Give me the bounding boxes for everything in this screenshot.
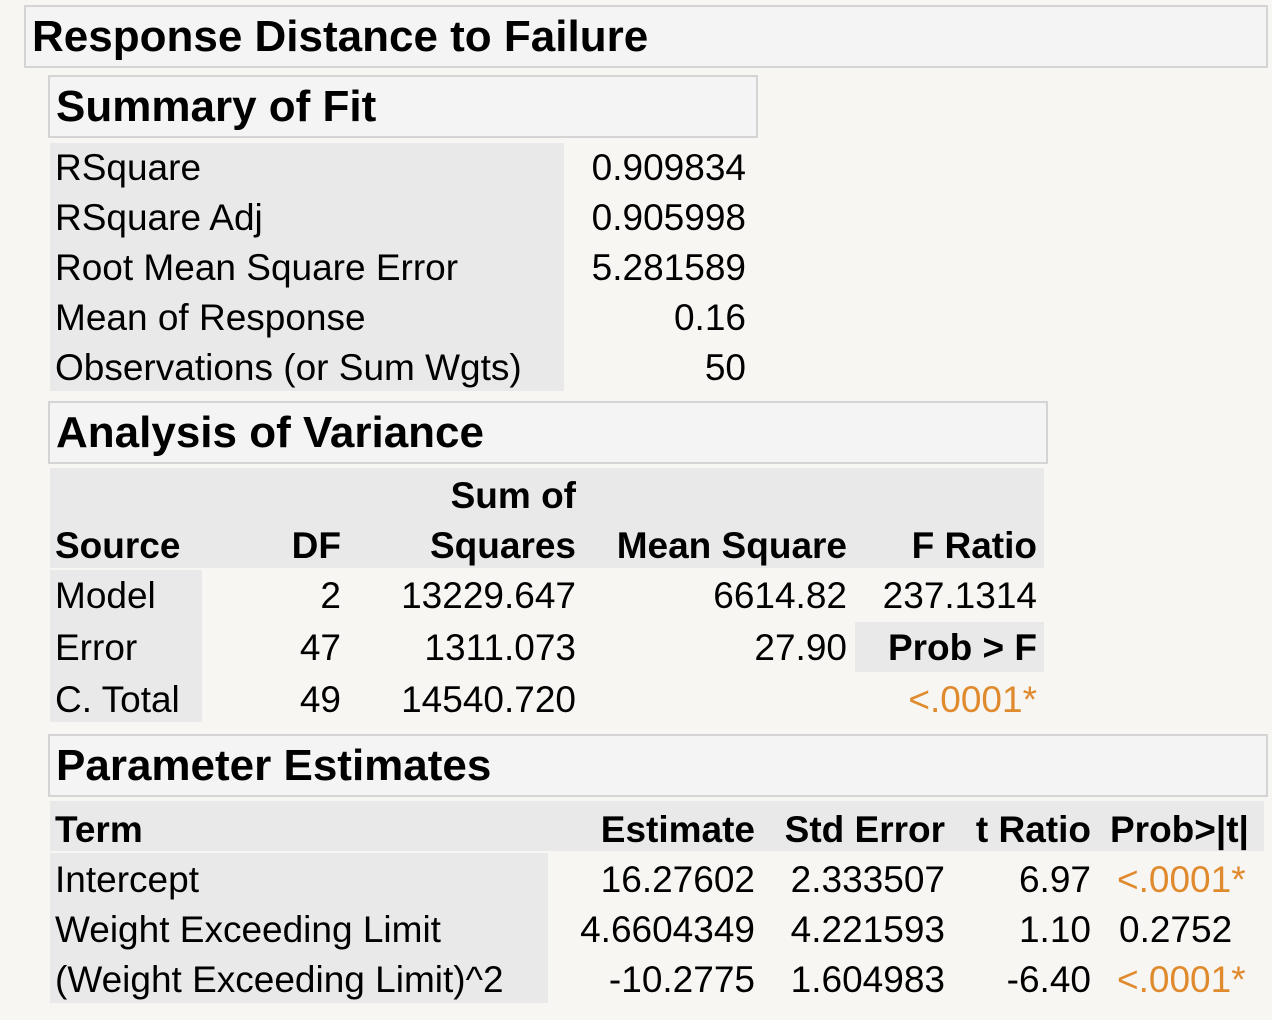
param-row-weight-sq-t-ratio: -6.40 [1006, 959, 1091, 1000]
anova-row-model-ms: 6614.82 [713, 575, 847, 616]
report-title-bar[interactable]: Response Distance to Failure [24, 5, 1268, 68]
summary-of-fit-header[interactable]: Summary of Fit [48, 75, 758, 138]
summary-label-rsquare: RSquare [55, 147, 202, 188]
anova-row-error-ss: 1311.073 [424, 627, 576, 668]
anova-header-band [50, 468, 1044, 568]
param-row-weight-estimate: 4.6604349 [580, 909, 755, 950]
anova-col-ss-top: Sum of [450, 475, 576, 516]
anova-f-ratio-value: 237.1314 [882, 575, 1037, 616]
report-title: Response Distance to Failure [32, 12, 649, 61]
anova-source-column [50, 570, 202, 722]
param-row-intercept-std-error: 2.333507 [790, 859, 945, 900]
summary-label-mean-response: Mean of Response [55, 297, 366, 338]
parameter-estimates-header[interactable]: Parameter Estimates [48, 734, 1268, 797]
param-col-estimate: Estimate [600, 809, 755, 850]
summary-label-rsquare-adj: RSquare Adj [55, 197, 263, 238]
anova-prob-f-label: Prob > F [887, 627, 1037, 668]
param-col-std-error: Std Error [784, 809, 945, 850]
anova-col-source: Source [55, 525, 181, 566]
anova-col-df: DF [291, 525, 341, 566]
anova-col-ms: Mean Square [616, 525, 847, 566]
param-row-weight-prob: 0.2752 [1119, 909, 1233, 950]
param-row-intercept-t-ratio: 6.97 [1018, 859, 1091, 900]
param-col-t-ratio: t Ratio [975, 809, 1091, 850]
anova-header[interactable]: Analysis of Variance [48, 401, 1048, 464]
param-row-intercept-term: Intercept [55, 859, 199, 900]
param-row-weight-sq-term: (Weight Exceeding Limit)^2 [55, 959, 504, 1000]
anova-col-ss: Squares [429, 525, 576, 566]
anova-row-total-df: 49 [299, 679, 341, 720]
anova-row-model-df: 2 [320, 575, 341, 616]
anova-row-total-ss: 14540.720 [401, 679, 576, 720]
summary-label-observations: Observations (or Sum Wgts) [55, 347, 522, 388]
summary-value-rsquare-adj: 0.905998 [591, 197, 746, 238]
summary-value-rsquare: 0.909834 [591, 147, 746, 188]
summary-value-mean-response: 0.16 [673, 297, 746, 338]
summary-of-fit-title: Summary of Fit [56, 82, 377, 131]
anova-row-error-source: Error [55, 627, 138, 668]
anova-col-f: F Ratio [911, 525, 1037, 566]
param-row-intercept-estimate: 16.27602 [600, 859, 755, 900]
param-col-term: Term [55, 809, 143, 850]
summary-value-rmse: 5.281589 [591, 247, 746, 288]
param-row-weight-sq-prob: <.0001* [1117, 959, 1246, 1000]
anova-title: Analysis of Variance [56, 408, 484, 457]
anova-row-error-df: 47 [299, 627, 341, 668]
param-row-intercept-prob: <.0001* [1117, 859, 1246, 900]
param-col-prob: Prob>|t| [1110, 809, 1249, 850]
anova-prob-label-bg [855, 622, 1044, 672]
param-row-weight-sq-std-error: 1.604983 [790, 959, 945, 1000]
param-row-weight-term: Weight Exceeding Limit [55, 909, 441, 950]
summary-value-observations: 50 [704, 347, 746, 388]
anova-prob-f-value: <.0001* [908, 679, 1037, 720]
summary-label-rmse: Root Mean Square Error [55, 247, 459, 288]
param-term-column [50, 853, 548, 1003]
param-row-weight-std-error: 4.221593 [790, 909, 945, 950]
parameter-estimates-title: Parameter Estimates [56, 741, 492, 790]
param-row-weight-t-ratio: 1.10 [1018, 909, 1091, 950]
anova-row-model-ss: 13229.647 [401, 575, 576, 616]
param-row-weight-sq-estimate: -10.2775 [608, 959, 755, 1000]
anova-row-error-ms: 27.90 [754, 627, 847, 668]
anova-row-total-source: C. Total [55, 679, 180, 720]
param-header-band [50, 801, 1264, 851]
summary-label-column [50, 143, 564, 391]
anova-row-model-source: Model [55, 575, 156, 616]
